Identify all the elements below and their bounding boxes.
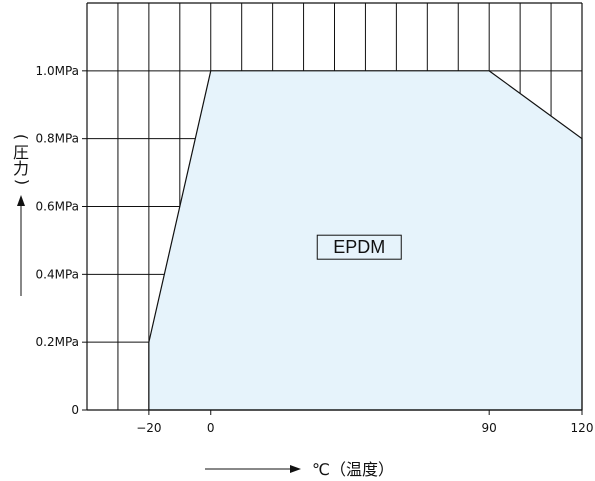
y-tick-label: 0.8MPa xyxy=(36,132,80,146)
y-tick-label: 0.4MPa xyxy=(36,267,80,281)
x-tick-label: 120 xyxy=(571,421,594,435)
y-axis-label-char-1: 圧 xyxy=(13,143,29,162)
y-axis-label-char-3: ) xyxy=(13,179,32,185)
y-axis-label-char-0: ( xyxy=(12,134,31,140)
area-label-box xyxy=(316,234,402,260)
x-tick-label: 0 xyxy=(207,421,215,435)
y-axis-arrow xyxy=(17,195,25,296)
area-label: EPDM xyxy=(333,237,385,257)
y-tick-label: 1.0MPa xyxy=(36,64,80,78)
y-axis-label-char-2: 力 xyxy=(13,159,29,178)
y-tick-label: 0.6MPa xyxy=(36,200,80,214)
chart-marks: 0 0.2MPa 0.4MPa 0.6MPa 0.8MPa 1.0MPa −20 0 90 120 xyxy=(36,64,594,435)
x-axis-label: ℃（温度） xyxy=(312,460,394,479)
x-tick-label: 90 xyxy=(482,421,497,435)
x-tick-label: −20 xyxy=(136,421,161,435)
y-tick-label: 0 xyxy=(71,403,79,417)
y-tick-label: 0.2MPa xyxy=(36,335,80,349)
x-axis-arrow xyxy=(205,465,301,473)
